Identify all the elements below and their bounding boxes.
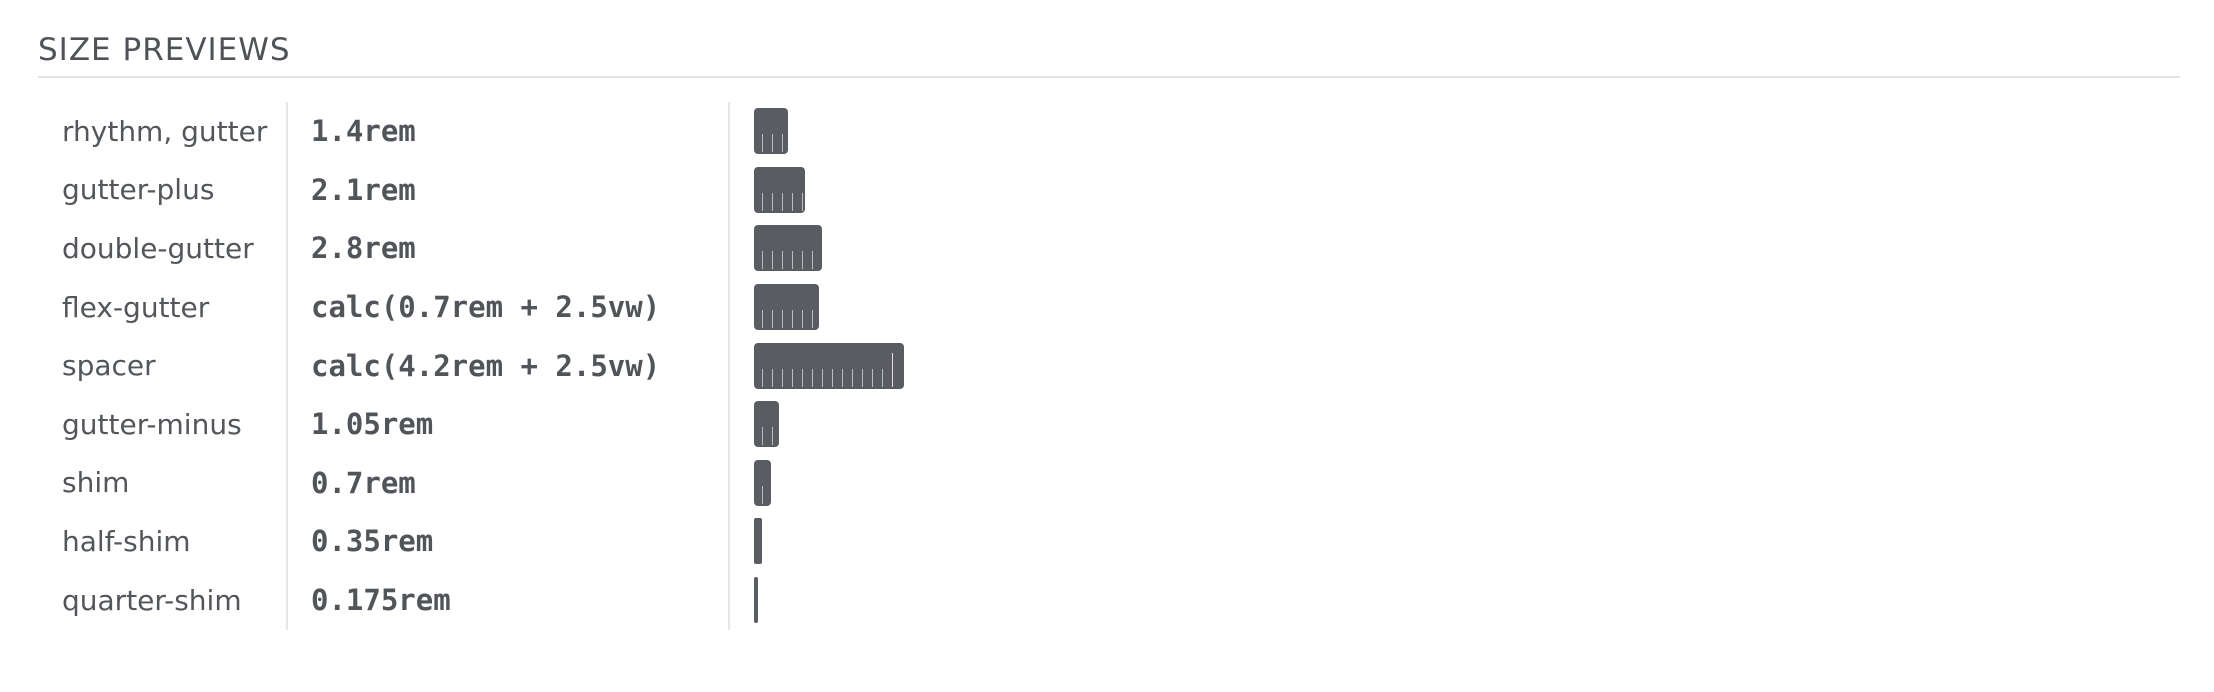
- size-bar: [754, 108, 788, 154]
- size-preview-table: rhythm, gutter 1.4rem gutter-plus 2.1rem dou…: [38, 102, 2180, 629]
- size-bar: [754, 225, 822, 271]
- size-bar: [754, 167, 805, 213]
- size-value: calc(4.2rem + 2.5vw): [286, 336, 728, 395]
- size-name: shim: [38, 454, 286, 513]
- size-bar: [754, 577, 758, 623]
- size-value: calc(0.7rem + 2.5vw): [286, 278, 728, 337]
- ruler-tick: [862, 369, 863, 387]
- column-divider: [728, 102, 730, 630]
- ruler-tick: [762, 310, 763, 328]
- ruler-tick: [782, 251, 783, 269]
- ruler-tick: [772, 134, 773, 152]
- size-bar: [754, 284, 819, 330]
- ruler-tick: [782, 310, 783, 328]
- size-name: spacer: [38, 336, 286, 395]
- size-name: gutter-minus: [38, 395, 286, 454]
- ruler-tick: [802, 369, 803, 387]
- size-name: flex-gutter: [38, 278, 286, 337]
- ruler-tick: [852, 369, 853, 387]
- ruler-tick: [812, 251, 813, 269]
- size-value: 1.05rem: [286, 395, 728, 454]
- ruler-tick: [792, 193, 793, 211]
- ruler-tick: [822, 369, 823, 387]
- ruler-tick: [762, 251, 763, 269]
- size-preview: [728, 512, 2180, 571]
- ruler-tick: [832, 369, 833, 387]
- ruler-tick: [772, 193, 773, 211]
- size-preview: [728, 278, 2180, 337]
- size-value: 1.4rem: [286, 102, 728, 161]
- size-preview: [728, 454, 2180, 513]
- ruler-tick: [772, 369, 773, 387]
- ruler-tick: [762, 427, 763, 445]
- size-bar: [754, 460, 771, 506]
- size-name: quarter-shim: [38, 571, 286, 630]
- size-preview: [728, 161, 2180, 220]
- ruler-tick: [782, 134, 783, 152]
- size-preview: [728, 571, 2180, 630]
- ruler-tick: [762, 134, 763, 152]
- ruler-tick: [792, 369, 793, 387]
- ruler-tick: [812, 369, 813, 387]
- ruler-tick: [892, 353, 893, 387]
- ruler-tick: [792, 251, 793, 269]
- size-value: 0.7rem: [286, 454, 728, 513]
- size-name: gutter-plus: [38, 161, 286, 220]
- ruler-tick: [772, 427, 773, 445]
- size-bar: [754, 518, 762, 564]
- section-title: SIZE PREVIEWS: [38, 30, 2180, 78]
- size-value: 0.175rem: [286, 571, 728, 630]
- size-preview: [728, 219, 2180, 278]
- ruler-tick: [782, 369, 783, 387]
- size-name: double-gutter: [38, 219, 286, 278]
- size-bar: [754, 343, 904, 389]
- size-preview: [728, 336, 2180, 395]
- size-value: 2.1rem: [286, 161, 728, 220]
- ruler-tick: [762, 369, 763, 387]
- ruler-tick: [762, 193, 763, 211]
- size-name: half-shim: [38, 512, 286, 571]
- ruler-tick: [872, 369, 873, 387]
- ruler-tick: [802, 251, 803, 269]
- size-previews-section: SIZE PREVIEWS rhythm, gutter 1.4rem gutter…: [38, 30, 2180, 629]
- ruler-tick: [842, 369, 843, 387]
- ruler-tick: [782, 193, 783, 211]
- size-value: 2.8rem: [286, 219, 728, 278]
- ruler-tick: [772, 310, 773, 328]
- ruler-tick: [882, 369, 883, 387]
- ruler-tick: [812, 310, 813, 328]
- size-value: 0.35rem: [286, 512, 728, 571]
- ruler-tick: [792, 310, 793, 328]
- size-preview: [728, 102, 2180, 161]
- size-bar: [754, 401, 779, 447]
- ruler-tick: [802, 193, 803, 211]
- size-name: rhythm, gutter: [38, 102, 286, 161]
- ruler-tick: [802, 310, 803, 328]
- column-divider: [286, 102, 288, 630]
- ruler-tick: [772, 251, 773, 269]
- ruler-tick: [762, 486, 763, 504]
- size-preview: [728, 395, 2180, 454]
